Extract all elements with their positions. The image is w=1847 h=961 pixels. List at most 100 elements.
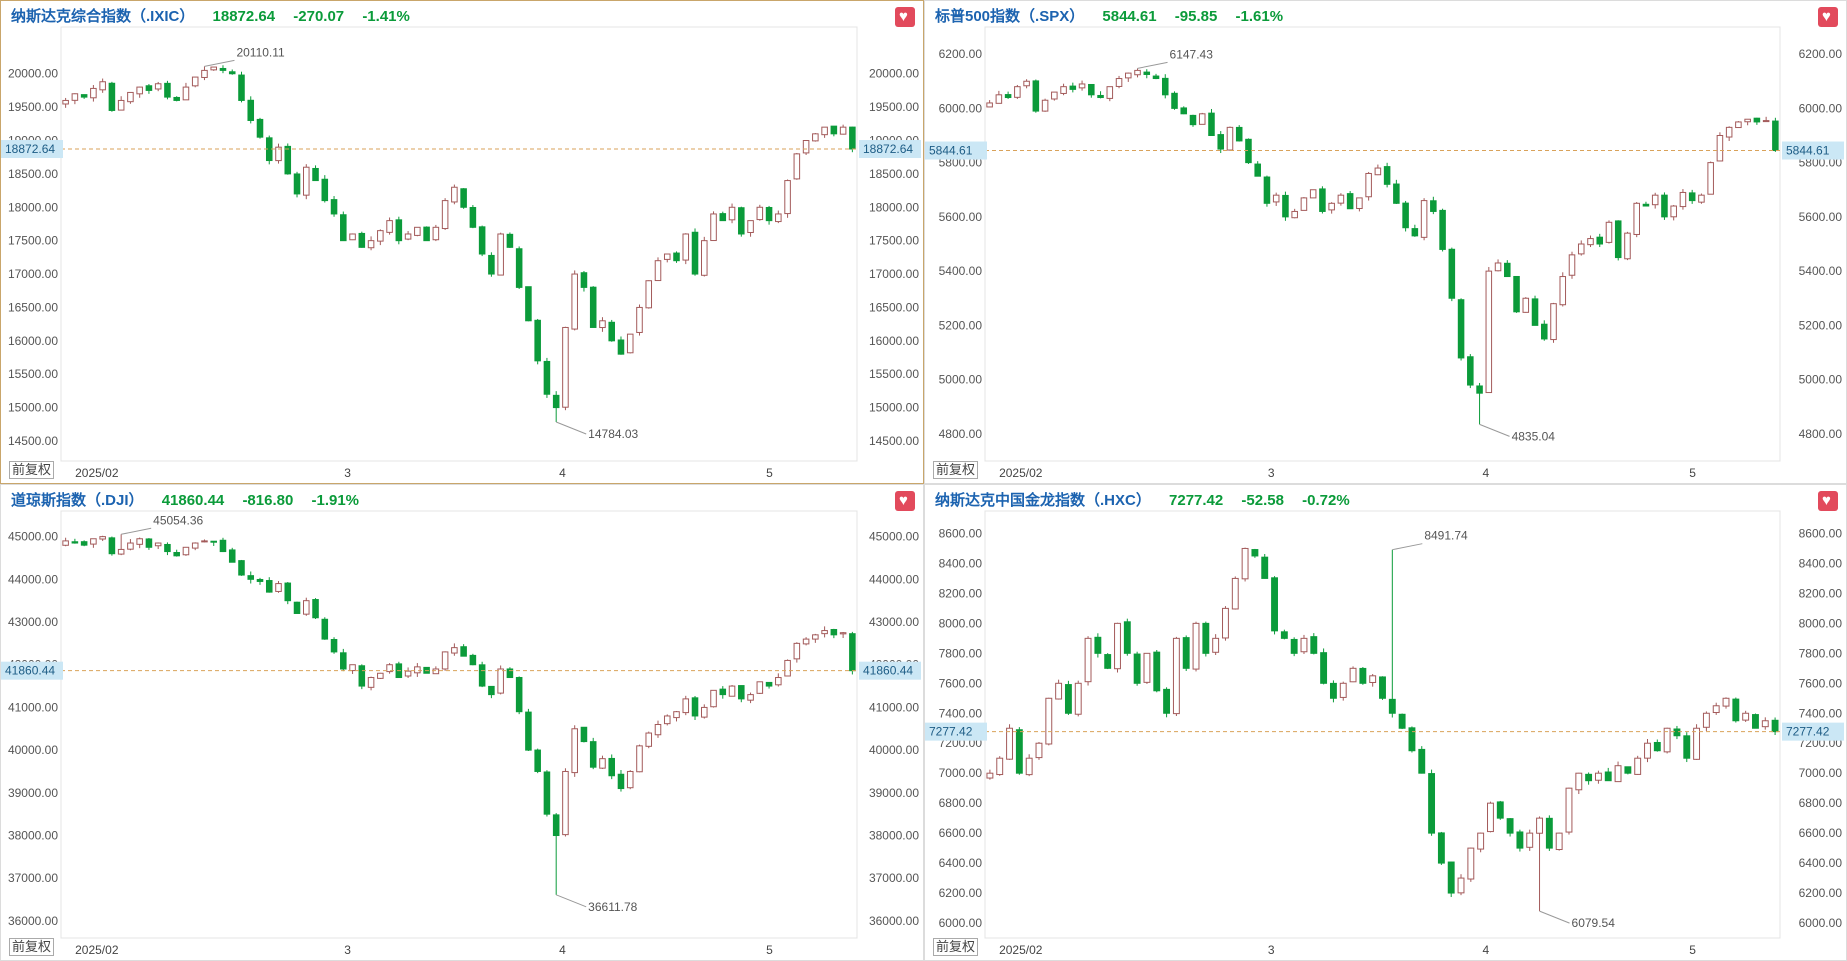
y-tick-label-right: 8400.00 [1799, 556, 1843, 570]
y-tick-label-right: 19500.00 [869, 100, 919, 114]
candle-body [1698, 194, 1705, 203]
candle-body [1309, 189, 1317, 199]
candle-body [589, 286, 597, 328]
low-annotation-leader [1539, 910, 1570, 924]
candle-body [580, 272, 588, 288]
candle-body [1051, 91, 1058, 100]
candle-body [386, 220, 393, 233]
candles [62, 534, 856, 895]
y-tick-label-right: 6000.00 [1799, 916, 1843, 930]
panel-spx[interactable]: 标普500指数（.SPX） 5844.61 -95.85 -1.61% 6200… [924, 0, 1847, 484]
candle-body [1494, 262, 1502, 272]
favorite-heart-icon[interactable] [1818, 491, 1838, 511]
candle-body [1772, 120, 1779, 152]
y-tick-label-left: 6800.00 [939, 796, 983, 810]
candle-body [367, 240, 375, 249]
candle-body [1577, 243, 1585, 255]
y-tick-label-left: 37000.00 [8, 871, 58, 885]
candle-body [571, 273, 578, 330]
price-tag-right: 7277.42 [1786, 725, 1830, 739]
adjustment-label[interactable]: 前复权 [933, 938, 979, 956]
candle-body [1742, 712, 1750, 721]
index-title[interactable]: 道琼斯指数（.DJI） [11, 492, 144, 509]
candle-body [303, 166, 310, 196]
candle-body [839, 126, 847, 135]
favorite-heart-icon[interactable] [895, 491, 915, 511]
panel-hxc[interactable]: 纳斯达克中国金龙指数（.HXC） 7277.42 -52.58 -0.72% 8… [924, 484, 1847, 961]
panel-ixic[interactable]: 纳斯达克综合指数（.IXIC） 18872.64 -270.07 -1.41% … [0, 0, 924, 484]
candle-body [636, 306, 643, 333]
price-tag-bg [859, 140, 921, 159]
candle-body [312, 167, 319, 182]
candlestick-chart[interactable]: 45000.00 45000.00 44000.00 44000.00 43000.00… [1, 485, 923, 960]
candles [986, 68, 1779, 425]
favorite-heart-icon[interactable] [895, 7, 915, 27]
panel-header: 道琼斯指数（.DJI） 41860.44 -816.80 -1.91% [11, 489, 359, 510]
candle-body [1771, 719, 1779, 733]
y-tick-label-left: 8600.00 [939, 526, 983, 540]
candle-body [1575, 772, 1583, 791]
candle-body [710, 689, 717, 708]
candle-body [414, 226, 421, 236]
panel-dji[interactable]: 道琼斯指数（.DJI） 41860.44 -816.80 -1.91% 4500… [0, 484, 924, 961]
adjustment-label[interactable]: 前复权 [933, 461, 979, 479]
candle-body [756, 206, 764, 221]
candle-body [228, 549, 236, 563]
x-tick-label: 5 [1689, 466, 1696, 480]
candle-body [1212, 637, 1220, 653]
y-tick-label-right: 6800.00 [1799, 796, 1843, 810]
favorite-heart-icon[interactable] [1818, 7, 1838, 27]
low-annotation: 4835.04 [1512, 429, 1556, 443]
candle-body [1379, 676, 1386, 699]
y-tick-label-left: 7600.00 [939, 676, 983, 690]
candle-body [1078, 83, 1086, 89]
price-tag-bg [1782, 722, 1844, 741]
candle-body [247, 575, 255, 580]
candle-body [1280, 631, 1288, 639]
candle-body [349, 664, 356, 672]
adjustment-label[interactable]: 前复权 [9, 461, 55, 479]
index-title[interactable]: 标普500指数（.SPX） [935, 8, 1085, 25]
candle-body [1290, 638, 1298, 654]
y-tick-label-right: 36000.00 [869, 914, 919, 928]
last-price: 5844.61 [1102, 8, 1157, 25]
candle-body [1272, 194, 1280, 203]
panel-header: 纳斯达克综合指数（.IXIC） 18872.64 -270.07 -1.41% [11, 5, 410, 26]
price-tag-left: 41860.44 [5, 664, 55, 678]
candle-body [719, 688, 727, 696]
candle-body [1506, 818, 1514, 834]
index-title[interactable]: 纳斯达克中国金龙指数（.HXC） [935, 492, 1151, 509]
y-tick-label-right: 16000.00 [869, 334, 919, 348]
candle-body [164, 543, 171, 553]
candle-body [812, 133, 819, 142]
candlestick-chart[interactable]: 8600.00 8600.00 8400.00 8400.00 8200.00 8200.… [925, 485, 1846, 960]
candle-body [377, 672, 384, 679]
candle-body [1673, 728, 1681, 737]
candle-body [1712, 705, 1720, 714]
candle-body [626, 333, 634, 354]
x-tick-label: 3 [344, 466, 351, 480]
candle-body [404, 233, 412, 240]
candle-body [1642, 203, 1650, 207]
candle-body [478, 226, 486, 255]
candle-body [552, 814, 560, 837]
x-tick-label: 5 [766, 943, 773, 957]
candle-body [617, 339, 625, 355]
y-tick-label-right: 5600.00 [1799, 210, 1843, 224]
index-title[interactable]: 纳斯达克综合指数（.IXIC） [11, 8, 195, 25]
adjustment-label[interactable]: 前复权 [9, 938, 55, 956]
candle-body [488, 254, 495, 275]
candlestick-chart[interactable]: 20000.0020000.0019500.0019500.0019000.00… [1, 1, 923, 483]
candle-body [543, 360, 551, 395]
candle-body [117, 99, 125, 111]
candle-body [386, 664, 393, 673]
candle-body [1014, 86, 1021, 98]
candle-body [1328, 202, 1335, 211]
y-tick-label-right: 15500.00 [869, 367, 919, 381]
candle-body [663, 253, 671, 260]
candle-body [1035, 742, 1043, 759]
candle-body [1624, 232, 1631, 260]
candle-body [710, 213, 717, 242]
y-tick-label-right: 7600.00 [1799, 676, 1843, 690]
